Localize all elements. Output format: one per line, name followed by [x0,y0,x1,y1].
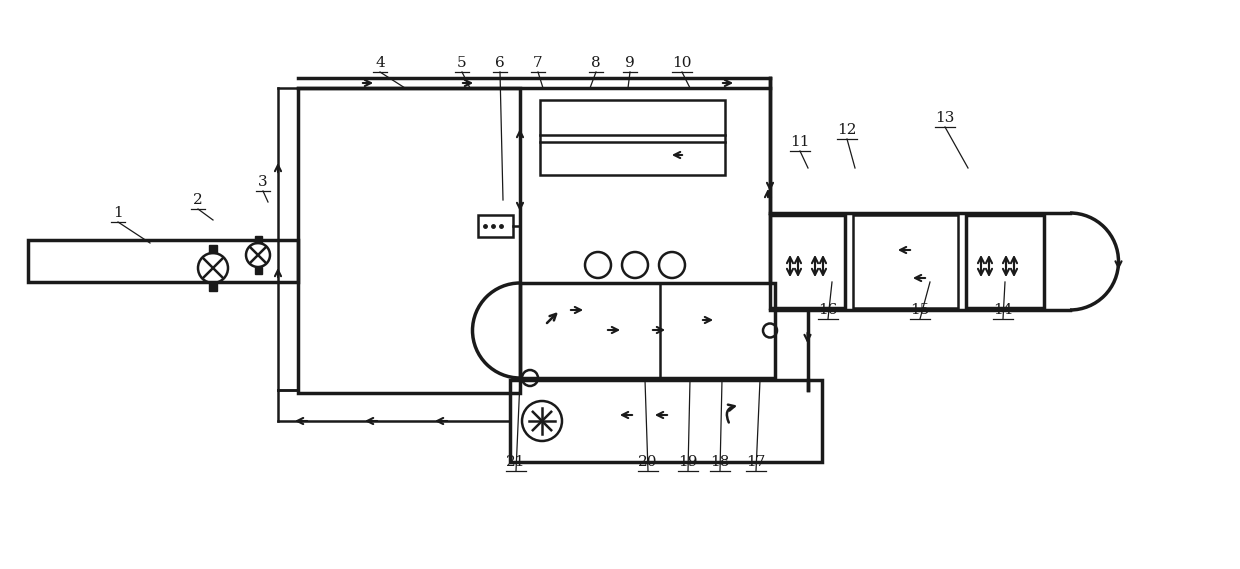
Text: 3: 3 [258,175,268,189]
Text: 21: 21 [506,455,526,469]
Text: 9: 9 [625,56,635,70]
Text: 6: 6 [495,56,505,70]
Text: 20: 20 [639,455,657,469]
Bar [966,215,1044,308]
Bar [477,215,513,237]
Text: 14: 14 [993,303,1013,317]
Text: 18: 18 [711,455,729,469]
Text: 19: 19 [678,455,698,469]
Text: 16: 16 [818,303,838,317]
Bar [770,215,844,308]
Text: 1: 1 [113,206,123,220]
Bar [255,236,262,243]
Text: 10: 10 [672,56,692,70]
Text: 2: 2 [193,193,203,207]
Bar [853,215,959,308]
Text: 4: 4 [376,56,384,70]
Text: 13: 13 [935,111,955,125]
Text: 15: 15 [910,303,930,317]
Text: 8: 8 [591,56,601,70]
Bar [210,245,217,253]
Bar [255,267,262,274]
Text: 5: 5 [458,56,466,70]
Bar [520,283,775,378]
Text: 11: 11 [790,135,810,149]
Text: 7: 7 [533,56,543,70]
Bar [510,380,822,462]
Bar [298,88,520,393]
Text: 12: 12 [837,123,857,137]
Bar [210,283,217,291]
Bar [29,240,298,282]
Bar [539,100,725,175]
Text: 17: 17 [746,455,765,469]
